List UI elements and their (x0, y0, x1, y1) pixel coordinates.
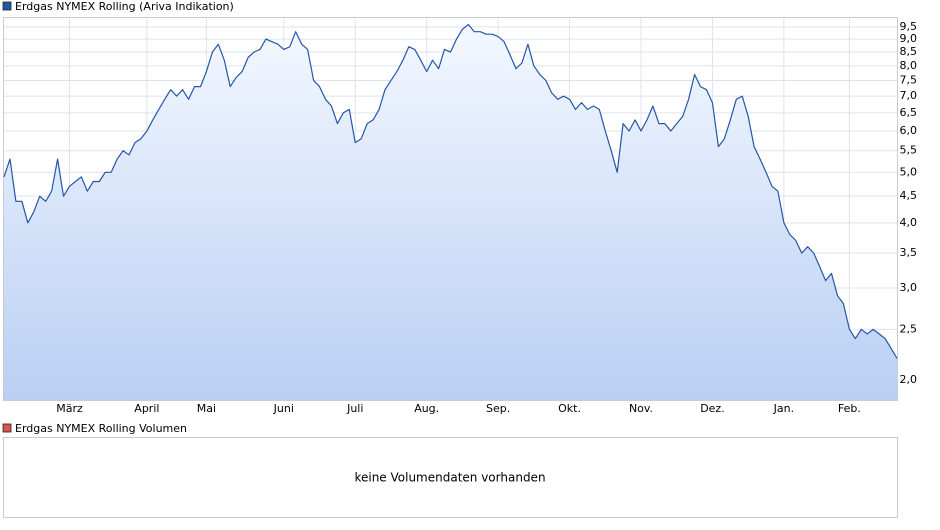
x-tick-label: Juni (273, 402, 294, 415)
y-tick-label: 3,0 (900, 281, 918, 294)
y-tick-label: 8,5 (900, 45, 918, 58)
x-tick-label: Juli (346, 402, 363, 415)
x-tick-label: Aug. (414, 402, 439, 415)
x-tick-label: Nov. (629, 402, 653, 415)
volume-frame (3, 437, 898, 518)
x-tick-label: März (56, 402, 83, 415)
x-tick-label: Dez. (700, 402, 725, 415)
x-tick-label: Mai (197, 402, 216, 415)
y-tick-label: 3,5 (900, 246, 918, 259)
y-tick-label: 7,0 (900, 89, 918, 102)
x-tick-label: Jan. (773, 402, 794, 415)
y-tick-label: 5,0 (900, 165, 918, 178)
y-tick-label: 8,0 (900, 59, 918, 72)
y-tick-label: 9,0 (900, 32, 918, 45)
volume-legend-swatch (2, 423, 12, 433)
y-tick-label: 5,5 (900, 144, 918, 157)
volume-message: keine Volumendaten vorhanden (354, 471, 545, 485)
plot-frame (3, 17, 898, 401)
y-tick-label: 2,5 (900, 322, 918, 335)
legend-label: Erdgas NYMEX Rolling (Ariva Indikation) (15, 0, 234, 13)
volume-legend-label: Erdgas NYMEX Rolling Volumen (15, 422, 187, 435)
line (3, 23, 898, 359)
y-tick-label: 4,5 (900, 189, 918, 202)
area (4, 24, 897, 400)
x-tick-label: Feb. (838, 402, 861, 415)
x-tick-label: April (134, 402, 159, 415)
y-tick-label: 6,5 (900, 106, 918, 119)
y-tick-label: 2,0 (900, 373, 918, 386)
x-tick-label: Sep. (486, 402, 510, 415)
y-tick-label: 4,0 (900, 216, 918, 229)
y-tick-label: 7,5 (900, 73, 918, 86)
x-tick-label: Okt. (558, 402, 581, 415)
legend-swatch (2, 1, 12, 11)
y-tick-label: 6,0 (900, 124, 918, 137)
y-tick-label: 9,5 (900, 20, 918, 33)
